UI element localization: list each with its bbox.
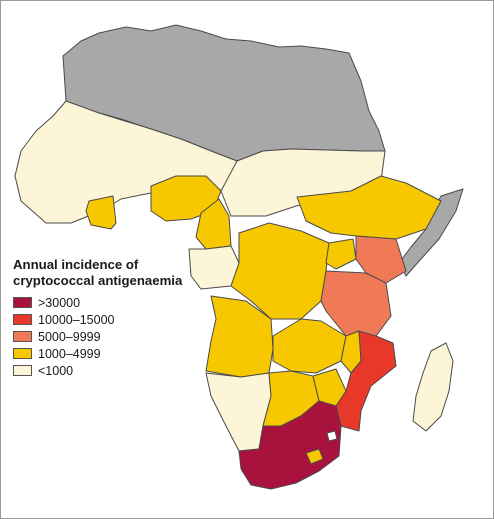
legend-swatch [13,348,32,359]
legend-item: <1000 [13,362,223,379]
region-lesotho [305,448,324,465]
legend-label: 1000–4999 [38,346,101,361]
legend-item: 10000–15000 [13,311,223,328]
region-west-africa [14,100,238,224]
map-legend: Annual incidence of cryptococcal antigen… [13,257,223,379]
region-south-africa [238,400,342,490]
legend-swatch [13,331,32,342]
region-swaziland [326,430,338,442]
region-uganda [325,238,357,270]
region-tanzania [320,270,392,337]
region-madagascar [412,342,454,432]
region-mozambique [335,330,397,432]
region-zimbabwe [312,368,347,407]
region-drc [230,222,330,320]
legend-label: 5000–9999 [38,329,101,344]
region-zambia [272,318,347,374]
legend-label: <1000 [38,363,74,378]
legend-item: 1000–4999 [13,345,223,362]
legend-swatch [13,314,32,325]
legend-swatch [13,365,32,376]
legend-title-line2: cryptococcal antigenaemia [13,273,183,288]
legend-title-line1: Annual incidence of [13,257,139,272]
legend-label: >30000 [38,295,81,310]
legend-label: 10000–15000 [38,312,115,327]
region-ethiopia [296,175,442,240]
legend-title: Annual incidence of cryptococcal antigen… [13,257,223,289]
legend-item: >30000 [13,294,223,311]
legend-swatch [13,297,32,308]
legend-item: 5000–9999 [13,328,223,345]
region-cote-divoire [85,195,117,230]
